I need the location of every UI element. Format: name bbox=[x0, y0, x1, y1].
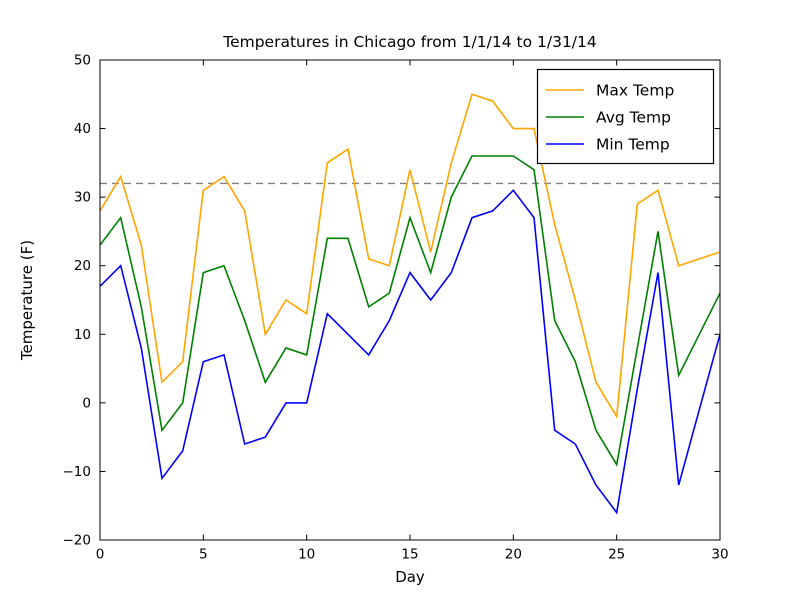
y-tick-label: 10 bbox=[74, 327, 91, 343]
legend: Max Temp Avg Temp Min Temp bbox=[536, 68, 715, 165]
x-tick-label: 20 bbox=[505, 547, 522, 563]
series-line-min-temp bbox=[99, 189, 721, 515]
axis-ticks-group bbox=[99, 59, 721, 541]
x-tick-label: 15 bbox=[401, 547, 418, 563]
legend-label-max-temp: Max Temp bbox=[596, 82, 674, 100]
y-tick-label: 40 bbox=[74, 121, 91, 137]
y-tick-label: −20 bbox=[63, 533, 92, 549]
y-tick-label: 50 bbox=[74, 53, 91, 69]
axis-tick-labels-group: 0 5 10 15 20 25 30 −20 −10 0 10 20 30 40 50 bbox=[63, 53, 729, 563]
x-tick-label: 0 bbox=[96, 547, 105, 563]
y-tick-label: 30 bbox=[74, 190, 91, 206]
x-tick-label: 30 bbox=[711, 547, 728, 563]
series-line-max-temp bbox=[99, 93, 721, 420]
y-tick-label: 20 bbox=[74, 258, 91, 274]
x-tick-label: 25 bbox=[608, 547, 625, 563]
y-axis-label: Temperature (F) bbox=[18, 240, 36, 361]
y-tick-label: 0 bbox=[82, 395, 91, 411]
legend-label-min-temp: Min Temp bbox=[596, 136, 670, 154]
series-line-avg-temp bbox=[99, 155, 721, 467]
chart-title: Temperatures in Chicago from 1/1/14 to 1… bbox=[222, 33, 597, 51]
series-lines-group bbox=[99, 93, 721, 515]
x-tick-label: 5 bbox=[199, 547, 208, 563]
x-tick-label: 10 bbox=[298, 547, 315, 563]
x-axis-label: Day bbox=[395, 568, 425, 586]
y-tick-label: −10 bbox=[63, 464, 92, 480]
legend-label-avg-temp: Avg Temp bbox=[596, 109, 671, 127]
